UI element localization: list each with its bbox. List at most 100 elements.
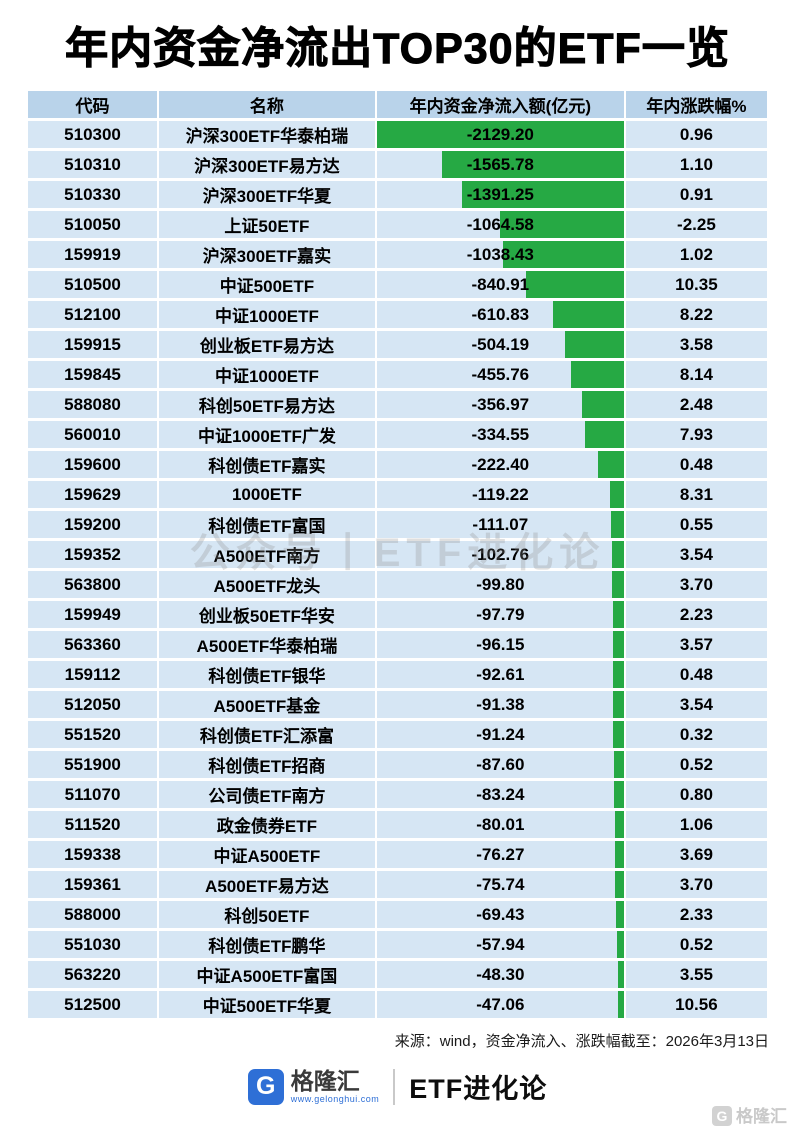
ytd-change-cell: 8.22 (625, 301, 767, 328)
net-flow-value: -111.07 (472, 514, 529, 534)
net-flow-value: -87.60 (476, 754, 525, 774)
table-row: 563220 中证A500ETF富国 -48.30 3.55 (28, 961, 767, 988)
name-cell: 沪深300ETF华夏 (159, 181, 375, 208)
series-name: ETF进化论 (409, 1074, 548, 1104)
code-cell: 510300 (28, 121, 158, 148)
flow-bar (565, 331, 624, 358)
name-cell: A500ETF易方达 (159, 871, 375, 898)
name-cell: 中证500ETF华夏 (159, 991, 375, 1018)
table-row: 159112 科创债ETF银华 -92.61 0.48 (28, 661, 767, 688)
net-flow-value: -91.24 (476, 724, 525, 744)
code-cell: 551030 (28, 931, 158, 958)
flow-bar (612, 631, 624, 658)
name-cell: 中证500ETF (159, 271, 375, 298)
net-flow-value: -455.76 (471, 364, 530, 384)
flow-bar (614, 781, 624, 808)
flow-bar (526, 271, 624, 298)
net-flow-cell: -92.61 (376, 661, 624, 688)
flow-bar (582, 391, 624, 418)
net-flow-value: -99.80 (476, 574, 525, 594)
code-cell: 563220 (28, 961, 158, 988)
flow-bar (503, 241, 624, 268)
table-row: 588000 科创50ETF -69.43 2.33 (28, 901, 767, 928)
flow-bar (613, 661, 624, 688)
name-cell: 沪深300ETF易方达 (159, 151, 375, 178)
net-flow-cell: -91.38 (376, 691, 624, 718)
table-row: 551030 科创债ETF鹏华 -57.94 0.52 (28, 931, 767, 958)
flow-bar (610, 481, 624, 508)
code-cell: 159949 (28, 601, 158, 628)
ytd-change-cell: 8.14 (625, 361, 767, 388)
code-cell: 588000 (28, 901, 158, 928)
col-header-name: 名称 (159, 91, 375, 118)
net-flow-value: -1038.43 (466, 244, 534, 264)
ytd-change-cell: 0.48 (625, 451, 767, 478)
name-cell: 科创债ETF招商 (159, 751, 375, 778)
col-header-code: 代码 (28, 91, 158, 118)
table-row: 159338 中证A500ETF -76.27 3.69 (28, 841, 767, 868)
gelonghui-logo-icon: G (247, 1068, 284, 1105)
table-row: 560010 中证1000ETF广发 -334.55 7.93 (28, 421, 767, 448)
ytd-change-cell: 3.54 (625, 691, 767, 718)
ytd-change-cell: 0.91 (625, 181, 767, 208)
table-row: 510500 中证500ETF -840.91 10.35 (28, 271, 767, 298)
net-flow-value: -75.74 (476, 874, 525, 894)
net-flow-cell: -97.79 (376, 601, 624, 628)
ytd-change-cell: -2.25 (625, 211, 767, 238)
flow-bar (570, 361, 624, 388)
table-row: 511070 公司债ETF南方 -83.24 0.80 (28, 781, 767, 808)
code-cell: 511070 (28, 781, 158, 808)
table-row: 510330 沪深300ETF华夏 -1391.25 0.91 (28, 181, 767, 208)
table-row: 510050 上证50ETF -1064.58 -2.25 (28, 211, 767, 238)
name-cell: 中证1000ETF广发 (159, 421, 375, 448)
net-flow-value: -1391.25 (466, 184, 534, 204)
code-cell: 511520 (28, 811, 158, 838)
gelonghui-logo-text: 格隆汇 www.gelonghui.com (291, 1069, 380, 1103)
code-cell: 512100 (28, 301, 158, 328)
ytd-change-cell: 0.55 (625, 511, 767, 538)
gelonghui-logo-block: G 格隆汇 www.gelonghui.com (247, 1068, 380, 1105)
name-cell: 创业板ETF易方达 (159, 331, 375, 358)
flow-bar (442, 151, 624, 178)
ytd-change-cell: 0.48 (625, 661, 767, 688)
net-flow-value: -334.55 (471, 424, 530, 444)
net-flow-cell: -356.97 (376, 391, 624, 418)
corner-gelonghui-icon: G (712, 1106, 732, 1126)
footer-branding: G 格隆汇 www.gelonghui.com ETF进化论 (0, 1067, 795, 1106)
table-row: 512050 A500ETF基金 -91.38 3.54 (28, 691, 767, 718)
code-cell: 159845 (28, 361, 158, 388)
net-flow-value: -92.61 (476, 664, 525, 684)
col-header-net-flow: 年内资金净流入额(亿元) (376, 91, 624, 118)
ytd-change-cell: 3.69 (625, 841, 767, 868)
name-cell: 上证50ETF (159, 211, 375, 238)
code-cell: 159352 (28, 541, 158, 568)
name-cell: 中证A500ETF (159, 841, 375, 868)
net-flow-cell: -83.24 (376, 781, 624, 808)
flow-bar (618, 991, 624, 1018)
corner-watermark-logo: G 格隆汇 (712, 1106, 787, 1126)
name-cell: A500ETF龙头 (159, 571, 375, 598)
header-row: 代码 名称 年内资金净流入额(亿元) 年内涨跌幅% (28, 91, 767, 118)
net-flow-value: -96.15 (476, 634, 525, 654)
net-flow-value: -1565.78 (466, 154, 534, 174)
net-flow-cell: -91.24 (376, 721, 624, 748)
table-row: 159629 1000ETF -119.22 8.31 (28, 481, 767, 508)
code-cell: 510310 (28, 151, 158, 178)
table-row: 512500 中证500ETF华夏 -47.06 10.56 (28, 991, 767, 1018)
name-cell: 创业板50ETF华安 (159, 601, 375, 628)
corner-brand-name: 格隆汇 (736, 1106, 787, 1126)
net-flow-cell: -76.27 (376, 841, 624, 868)
net-flow-value: -47.06 (476, 994, 525, 1014)
ytd-change-cell: 10.56 (625, 991, 767, 1018)
ytd-change-cell: 0.32 (625, 721, 767, 748)
ytd-change-cell: 2.33 (625, 901, 767, 928)
net-flow-cell: -111.07 (376, 511, 624, 538)
code-cell: 159600 (28, 451, 158, 478)
name-cell: 中证A500ETF富国 (159, 961, 375, 988)
code-cell: 510050 (28, 211, 158, 238)
table-row: 159361 A500ETF易方达 -75.74 3.70 (28, 871, 767, 898)
ytd-change-cell: 3.58 (625, 331, 767, 358)
ytd-change-cell: 7.93 (625, 421, 767, 448)
net-flow-value: -1064.58 (466, 214, 534, 234)
name-cell: 中证1000ETF (159, 301, 375, 328)
